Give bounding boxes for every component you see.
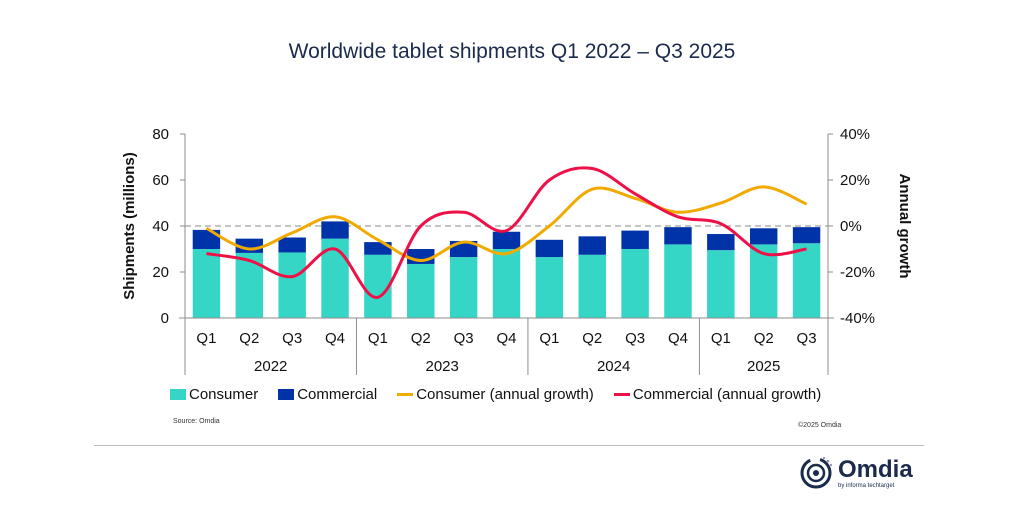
legend-swatch-consumer [170, 389, 186, 400]
x-tick-label: Q3 [282, 330, 302, 347]
bar-commercial [278, 237, 306, 253]
legend-label-commercial: Commercial [297, 386, 378, 403]
x-tick-label: Q1 [711, 330, 731, 347]
legend: Consumer Commercial Consumer (annual gro… [170, 386, 841, 403]
x-tick-label: Q2 [582, 330, 602, 347]
year-label: 2022 [254, 358, 287, 375]
bar-consumer [792, 243, 821, 318]
bar-commercial [321, 221, 349, 239]
year-label: 2023 [426, 358, 459, 375]
y-tick-label: 40 [152, 218, 169, 235]
x-tick-label: Q3 [454, 330, 474, 347]
year-label: 2025 [747, 358, 780, 375]
legend-item-consumer: Consumer [170, 386, 258, 403]
y-tick-label: 80 [152, 126, 169, 143]
y2-axis-title: Annual growth [896, 174, 913, 279]
bar-consumer [707, 250, 735, 318]
bar-consumer [621, 249, 649, 318]
x-tick-label: Q1 [196, 330, 216, 347]
bar-commercial [621, 230, 649, 249]
x-tick-label: Q2 [239, 330, 259, 347]
x-tick-label: Q4 [325, 330, 345, 347]
legend-swatch-commercial [278, 389, 295, 400]
y2-tick-label: -20% [840, 264, 875, 281]
bar-commercial [707, 234, 735, 251]
x-tick-label: Q4 [496, 330, 516, 347]
year-label: 2024 [597, 358, 630, 375]
omdia-logo: Omdia by informa techtarget [798, 455, 913, 491]
footer-divider [94, 445, 924, 446]
y2-tick-label: -40% [840, 310, 875, 327]
bar-commercial [749, 228, 778, 245]
legend-swatch-consumer-growth [397, 393, 414, 396]
omdia-logo-tagline: by informa techtarget [838, 482, 895, 489]
x-tick-label: Q4 [668, 330, 688, 347]
bar-consumer [449, 257, 478, 318]
x-tick-label: Q3 [797, 330, 817, 347]
line-consumer-growth [205, 185, 808, 263]
bar-commercial [664, 227, 692, 245]
bar-consumer [535, 257, 564, 318]
x-tick-label: Q1 [368, 330, 388, 347]
legend-label-commercial-growth: Commercial (annual growth) [632, 386, 822, 403]
y2-tick-label: 0% [840, 218, 862, 235]
omdia-logo-icon [800, 456, 833, 489]
bar-consumer [278, 252, 306, 318]
bar-commercial [492, 231, 521, 249]
legend-label-consumer-growth: Consumer (annual growth) [416, 386, 594, 403]
x-tick-label: Q2 [754, 330, 774, 347]
legend-item-commercial: Commercial [278, 386, 377, 403]
omdia-logo-text: Omdia [838, 455, 913, 483]
y-axis-title: Shipments (millions) [121, 152, 138, 300]
x-tick-label: Q1 [539, 330, 559, 347]
bar-consumer [407, 263, 435, 318]
bar-commercial [535, 239, 564, 258]
bar-commercial [192, 229, 221, 249]
y-tick-label: 60 [152, 172, 169, 189]
bar-consumer [235, 252, 264, 318]
x-tick-label: Q3 [625, 330, 645, 347]
bar-commercial [792, 227, 821, 244]
legend-item-consumer-growth: Consumer (annual growth) [397, 386, 594, 403]
y2-tick-label: 40% [840, 126, 870, 143]
legend-item-commercial-growth: Commercial (annual growth) [613, 386, 822, 403]
copyright-note: ©2025 Omdia [798, 422, 842, 429]
bar-consumer [749, 244, 778, 318]
x-tick-label: Q2 [411, 330, 431, 347]
legend-swatch-commercial-growth [613, 393, 630, 396]
chart-title: Worldwide tablet shipments Q1 2022 – Q3 … [288, 40, 736, 63]
bar-consumer [664, 244, 692, 318]
bar-consumer [578, 254, 606, 318]
source-note: Source: Omdia [173, 418, 220, 425]
bar-consumer [492, 249, 521, 318]
bar-commercial [578, 236, 606, 255]
legend-label-consumer: Consumer [189, 386, 259, 403]
y2-tick-label: 20% [840, 172, 870, 189]
y-tick-label: 0 [161, 310, 169, 327]
line-commercial-growth [206, 166, 807, 299]
bar-consumer [192, 249, 221, 318]
y-tick-label: 20 [152, 264, 169, 281]
